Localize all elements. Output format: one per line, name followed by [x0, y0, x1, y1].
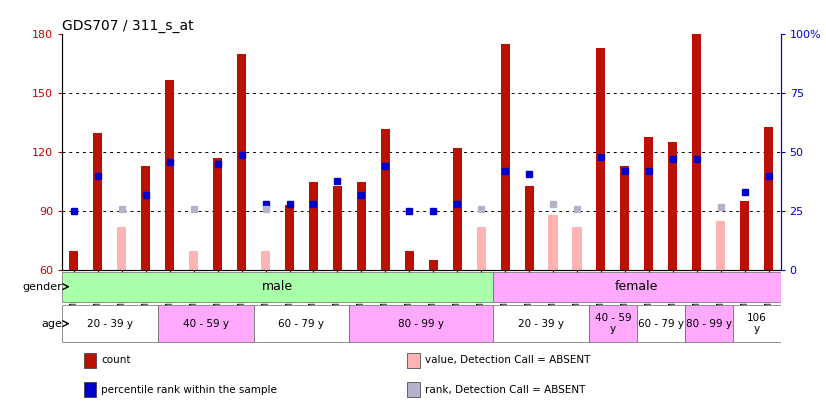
Bar [165, 80, 174, 270]
Bar [477, 227, 486, 270]
Bar [548, 215, 558, 270]
Bar [69, 251, 78, 270]
Bar [333, 186, 342, 270]
Bar [83, 382, 97, 397]
Bar [62, 305, 158, 342]
Bar [117, 227, 126, 270]
Bar [254, 305, 349, 342]
Bar [405, 251, 414, 270]
Bar [213, 158, 222, 270]
Bar [349, 305, 493, 342]
Text: 80 - 99 y: 80 - 99 y [686, 319, 732, 328]
Bar [525, 186, 534, 270]
Bar [83, 353, 97, 368]
Bar [501, 44, 510, 270]
Text: 60 - 79 y: 60 - 79 y [638, 319, 684, 328]
Bar [740, 201, 749, 270]
Bar [93, 133, 102, 270]
Text: rank, Detection Call = ABSENT: rank, Detection Call = ABSENT [425, 385, 586, 395]
Bar [237, 54, 246, 270]
Bar [596, 48, 605, 270]
Bar [716, 221, 725, 270]
Text: 106
y: 106 y [747, 313, 767, 335]
Bar [589, 305, 637, 342]
Bar [685, 305, 733, 342]
Text: 20 - 39 y: 20 - 39 y [87, 319, 133, 328]
Bar [493, 305, 589, 342]
Bar [733, 305, 781, 342]
Bar [453, 148, 462, 270]
Text: age: age [41, 319, 63, 328]
Text: 80 - 99 y: 80 - 99 y [398, 319, 444, 328]
Bar [357, 182, 366, 270]
Bar [407, 353, 420, 368]
Bar [764, 127, 773, 270]
Bar [261, 251, 270, 270]
Bar [158, 305, 254, 342]
Bar [309, 182, 318, 270]
Bar [141, 166, 150, 270]
Text: male: male [262, 280, 293, 293]
Bar [620, 166, 629, 270]
Bar [429, 260, 438, 270]
Text: GDS707 / 311_s_at: GDS707 / 311_s_at [62, 19, 193, 33]
Bar [644, 136, 653, 270]
Text: gender: gender [22, 281, 63, 292]
Bar [637, 305, 685, 342]
Bar [668, 143, 677, 270]
Bar [189, 251, 198, 270]
Text: female: female [615, 280, 658, 293]
Bar [62, 272, 493, 302]
Text: 20 - 39 y: 20 - 39 y [518, 319, 564, 328]
Bar [381, 129, 390, 270]
Bar [493, 272, 781, 302]
Text: value, Detection Call = ABSENT: value, Detection Call = ABSENT [425, 355, 591, 365]
Bar [285, 205, 294, 270]
Text: 40 - 59 y: 40 - 59 y [183, 319, 229, 328]
Bar [407, 382, 420, 397]
Bar [572, 227, 582, 270]
Text: percentile rank within the sample: percentile rank within the sample [102, 385, 278, 395]
Text: count: count [102, 355, 131, 365]
Text: 40 - 59
y: 40 - 59 y [595, 313, 631, 335]
Bar [692, 34, 701, 270]
Text: 60 - 79 y: 60 - 79 y [278, 319, 325, 328]
